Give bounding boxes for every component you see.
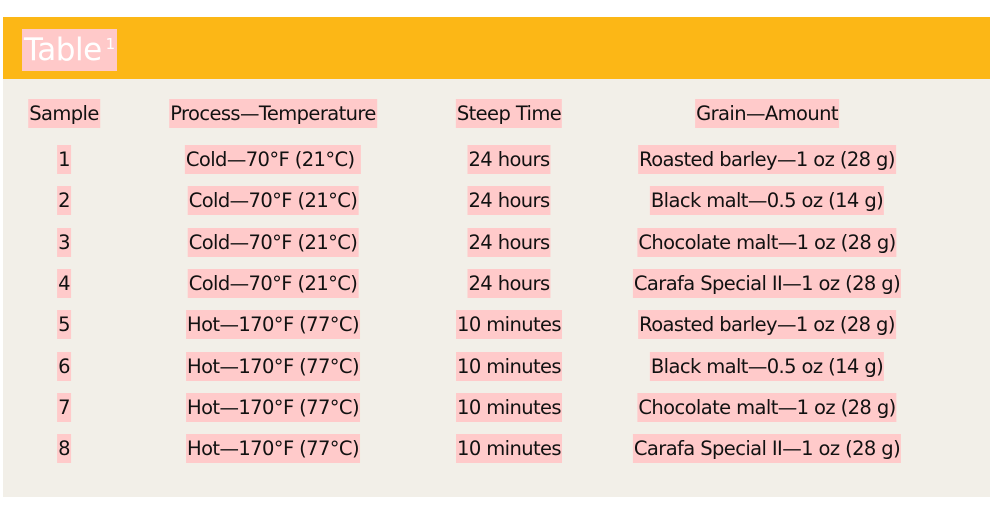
footnote-marker: 1 (105, 35, 116, 53)
cell-steep-time: 24 hours (467, 145, 551, 174)
table-title-text: Table (24, 32, 102, 68)
cell-sample: 3 (57, 227, 71, 257)
cell-steep-time: 10 minutes (456, 351, 562, 381)
cell-sample: 2 (57, 186, 71, 216)
cell-steep-time: 10 minutes (456, 310, 562, 340)
cell-grain-amount: Roasted barley—1 oz (28 g) (638, 145, 896, 174)
cell-process-temperature: Hot—170°F (77°C) (186, 392, 360, 422)
table-title: Table 1 (22, 29, 117, 71)
cell-grain-amount: Roasted barley—1 oz (28 g) (638, 310, 896, 340)
cell-process-temperature: Hot—170°F (77°C) (186, 434, 360, 464)
cell-sample: 5 (57, 310, 71, 340)
cell-sample: 8 (57, 434, 71, 464)
cell-steep-time: 10 minutes (456, 392, 562, 422)
cell-grain-amount: Carafa Special II—1 oz (28 g) (632, 268, 902, 298)
cell-grain-amount: Chocolate malt—1 oz (28 g) (637, 392, 897, 422)
cell-steep-time: 10 minutes (456, 434, 562, 464)
cell-process-temperature: Cold—70°F (21°C) (187, 186, 359, 216)
table-card: Table 1 Sample Process—Temperature Steep Ti… (3, 17, 990, 497)
cell-sample: 4 (57, 268, 71, 298)
cell-sample: 1 (57, 145, 71, 174)
column-header-grain-amount: Grain—Amount (695, 99, 839, 128)
column-header-steep-time: Steep Time (455, 99, 563, 128)
cell-grain-amount: Chocolate malt—1 oz (28 g) (637, 227, 897, 257)
cell-steep-time: 24 hours (467, 186, 551, 216)
cell-process-temperature: Cold—70°F (21°C) (187, 227, 359, 257)
cell-grain-amount: Black malt—0.5 oz (14 g) (649, 186, 885, 216)
cell-grain-amount: Black malt—0.5 oz (14 g) (649, 351, 885, 381)
column-header-sample: Sample (28, 99, 100, 128)
cell-process-temperature: Hot—170°F (77°C) (186, 310, 360, 340)
cell-sample: 7 (57, 392, 71, 422)
table-title-banner: Table 1 (3, 17, 990, 79)
column-header-process-temperature: Process—Temperature (169, 99, 377, 128)
cell-steep-time: 24 hours (467, 227, 551, 257)
cell-steep-time: 24 hours (467, 268, 551, 298)
cell-grain-amount: Carafa Special II—1 oz (28 g) (632, 434, 902, 464)
cell-process-temperature: Cold—70°F (21°C) (187, 268, 359, 298)
cell-process-temperature: Cold—70°F (21°C) (184, 145, 362, 174)
cell-sample: 6 (57, 351, 71, 381)
cell-process-temperature: Hot—170°F (77°C) (186, 351, 360, 381)
